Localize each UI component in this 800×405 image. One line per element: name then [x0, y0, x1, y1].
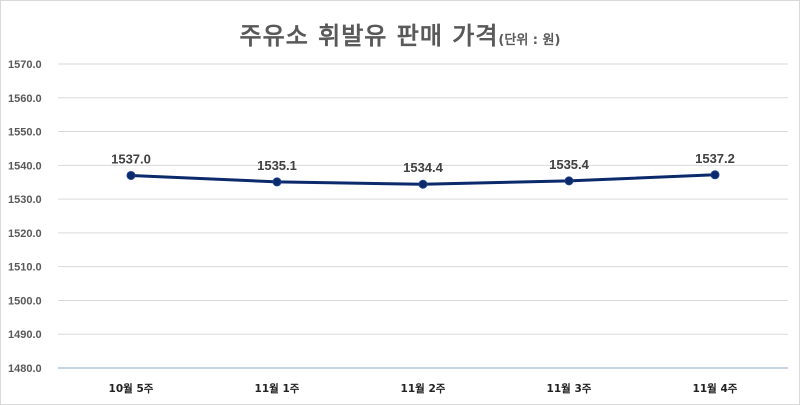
x-tick-label: 11월 4주	[693, 382, 738, 395]
y-tick-label: 1550.0	[8, 127, 42, 139]
y-tick-label: 1560.0	[8, 93, 42, 105]
y-tick-label: 1540.0	[8, 160, 42, 172]
y-axis: 1570.0 1560.0 1550.0 1540.0 1530.0 1520.0 1510…	[8, 59, 42, 375]
x-tick-label: 11월 1주	[255, 382, 300, 395]
y-tick-label: 1530.0	[8, 194, 42, 206]
data-point-marker[interactable]	[564, 176, 574, 186]
data-label: 1535.1	[257, 158, 297, 173]
y-tick-label: 1570.0	[8, 59, 42, 71]
data-label: 1537.2	[695, 151, 735, 166]
data-label: 1535.4	[549, 157, 590, 172]
data-label: 1534.4	[403, 160, 444, 175]
x-tick-label: 11월 2주	[401, 382, 446, 395]
chart-unit: (단위 : 원)	[498, 33, 561, 48]
gridlines	[58, 63, 788, 369]
data-point-marker[interactable]	[272, 177, 282, 187]
y-tick-label: 1500.0	[8, 295, 42, 307]
y-tick-label: 1480.0	[8, 363, 42, 375]
data-labels: 1537.0 1535.1 1534.4 1535.4 1537.2	[111, 151, 735, 175]
x-axis: 10월 5주 11월 1주 11월 2주 11월 3주 11월 4주	[109, 382, 738, 395]
y-tick-label: 1490.0	[8, 329, 42, 341]
y-tick-label: 1510.0	[8, 262, 42, 274]
data-label: 1537.0	[111, 151, 151, 166]
series-line	[126, 170, 720, 189]
data-point-marker[interactable]	[710, 170, 720, 180]
chart-title: 주유소 휘발유 판매 가격(단위 : 원)	[0, 16, 800, 51]
chart-title-text: 주유소 휘발유 판매 가격	[239, 22, 499, 50]
data-point-marker[interactable]	[418, 179, 428, 189]
y-tick-label: 1520.0	[8, 228, 42, 240]
data-point-marker[interactable]	[126, 170, 136, 180]
x-tick-label: 11월 3주	[547, 382, 592, 395]
x-tick-label: 10월 5주	[109, 382, 154, 395]
